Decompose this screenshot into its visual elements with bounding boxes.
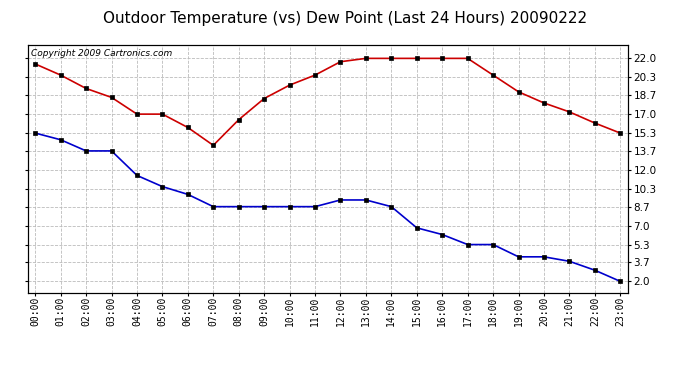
Text: Outdoor Temperature (vs) Dew Point (Last 24 Hours) 20090222: Outdoor Temperature (vs) Dew Point (Last… bbox=[103, 11, 587, 26]
Text: Copyright 2009 Cartronics.com: Copyright 2009 Cartronics.com bbox=[30, 49, 172, 58]
